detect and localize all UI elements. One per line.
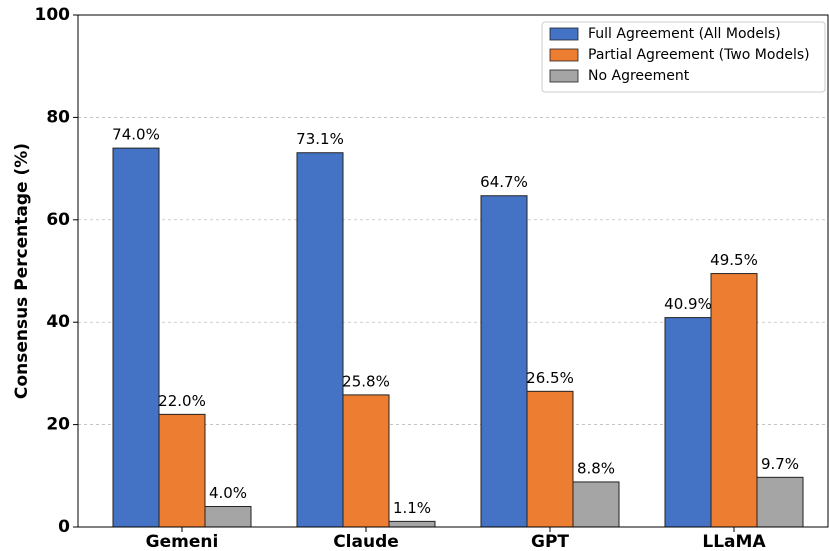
legend-label: Partial Agreement (Two Models) (588, 47, 810, 63)
bar (112, 147, 160, 528)
bar (388, 520, 436, 528)
y-tick-label: 100 (35, 5, 71, 25)
bar (342, 394, 390, 528)
y-tick-label: 20 (46, 415, 70, 435)
bar (296, 152, 344, 528)
legend-box (541, 21, 826, 93)
bar (710, 273, 758, 528)
bar (480, 195, 528, 528)
bar (526, 390, 574, 528)
plot-frame (77, 14, 829, 528)
legend-swatch (549, 27, 579, 41)
value-label: 1.1% (393, 499, 431, 517)
value-label: 25.8% (342, 372, 390, 390)
value-label: 22.0% (158, 392, 206, 410)
x-tick-label: GPT (531, 532, 569, 551)
value-label: 26.5% (526, 369, 574, 387)
value-label: 64.7% (480, 173, 528, 191)
y-tick-label: 0 (58, 517, 70, 537)
value-label: 9.7% (761, 455, 799, 473)
value-label: 49.5% (710, 251, 758, 269)
legend-label: No Agreement (588, 68, 690, 84)
legend-swatch (549, 48, 579, 62)
value-label: 4.0% (209, 484, 247, 502)
bar (158, 413, 206, 528)
bar (572, 481, 620, 528)
y-tick-label: 60 (46, 210, 70, 230)
value-label: 8.8% (577, 459, 615, 477)
x-tick-label: Gemeni (146, 532, 219, 551)
legend-label: Full Agreement (All Models) (588, 26, 781, 42)
x-tick-label: LLaMA (702, 532, 766, 551)
value-label: 73.1% (296, 130, 344, 148)
y-tick-label: 80 (46, 107, 70, 127)
value-label: 40.9% (664, 295, 712, 313)
bar (664, 317, 712, 528)
value-label: 74.0% (112, 126, 160, 144)
bar (204, 506, 252, 528)
y-tick-label: 40 (46, 312, 70, 332)
x-tick-label: Claude (333, 532, 399, 551)
bar (756, 476, 804, 528)
legend-swatch (549, 69, 579, 83)
y-axis-label: Consensus Percentage (%) (12, 143, 32, 399)
